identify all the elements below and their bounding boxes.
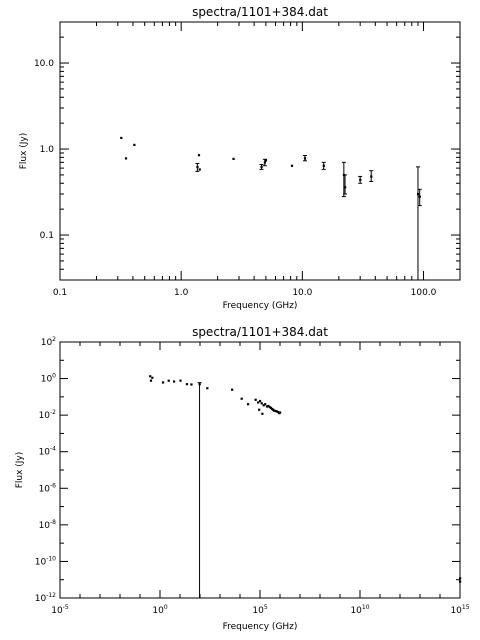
chart-panel-1: spectra/1101+384.dat Frequency (GHz) Flux …	[19, 5, 461, 311]
data-point	[459, 580, 462, 583]
data-point	[359, 178, 362, 181]
data-point	[260, 402, 263, 405]
data-point	[279, 411, 282, 414]
data-point	[149, 379, 153, 382]
y-axis-label: Flux (Jy)	[19, 133, 29, 170]
x-tick-label: 100	[152, 604, 167, 616]
data-point	[190, 383, 193, 386]
data-point	[133, 143, 136, 146]
data-point	[120, 136, 123, 140]
x-tick-label: 1015	[450, 604, 469, 616]
data-point	[260, 165, 263, 169]
y-tick-label: 10-4	[39, 446, 57, 458]
x-tick-label: 10.0	[292, 288, 312, 298]
x-tick-label: 1010	[350, 604, 369, 616]
x-tick-label: 0.1	[53, 288, 67, 298]
data-point	[303, 157, 307, 160]
data-point	[151, 376, 154, 379]
data-point	[172, 380, 176, 383]
data-point	[263, 161, 267, 164]
data-point	[322, 164, 325, 167]
chart-title: spectra/1101+384.dat	[192, 325, 328, 339]
data-point	[254, 398, 257, 401]
chart-panel-2: spectra/1101+384.dat Frequency (GHz) Flux …	[15, 325, 470, 632]
data-point	[257, 401, 260, 404]
data-point	[459, 577, 462, 580]
plot-frame	[59, 341, 461, 599]
data-point	[416, 193, 420, 196]
x-tick-label: 105	[252, 604, 267, 616]
data-point	[149, 375, 152, 378]
y-tick-label: 10.0	[34, 59, 54, 69]
y-tick-label: 102	[41, 336, 56, 348]
data-point	[198, 383, 201, 386]
data-point	[268, 405, 271, 409]
y-tick-label: 10-8	[39, 519, 57, 531]
data-point	[196, 165, 199, 169]
data-point	[179, 379, 182, 382]
data-point	[231, 388, 234, 391]
data-point	[197, 154, 201, 157]
data-point	[262, 404, 265, 407]
y-tick-label: 100	[41, 373, 56, 385]
data-point	[261, 412, 264, 415]
y-tick-label: 0.1	[40, 231, 54, 241]
y-tick-label: 10-6	[39, 482, 57, 494]
data-point	[167, 379, 170, 382]
data-point	[370, 175, 373, 178]
data-point	[274, 409, 277, 413]
data-point	[246, 403, 250, 406]
data-point	[277, 410, 280, 414]
y-tick-label: 10-2	[39, 409, 57, 421]
data-point	[259, 399, 262, 403]
x-tick-label: 100.0	[411, 288, 437, 298]
data-point	[124, 157, 128, 160]
data-point	[418, 195, 421, 198]
data-point	[240, 397, 243, 400]
chart-title: spectra/1101+384.dat	[192, 5, 328, 19]
data-point	[269, 406, 273, 410]
data-point	[161, 381, 165, 384]
y-tick-label: 10-10	[35, 555, 56, 567]
data-point	[198, 168, 201, 171]
y-tick-label: 1.0	[40, 145, 55, 155]
data-point	[232, 157, 235, 160]
data-point	[264, 403, 267, 406]
data-point	[264, 159, 268, 162]
plot-frame	[59, 21, 461, 281]
x-axis-label: Frequency (GHz)	[223, 622, 298, 632]
data-point	[267, 404, 270, 408]
data-point	[344, 186, 347, 189]
data-point	[265, 405, 269, 408]
data-point	[206, 387, 209, 390]
data-point	[275, 410, 279, 413]
y-axis-label: Flux (Jy)	[15, 452, 25, 489]
x-tick-label: 10-5	[51, 604, 69, 616]
data-point	[290, 164, 294, 167]
x-tick-label: 1.0	[174, 288, 189, 298]
data-point	[272, 409, 276, 412]
data-point	[185, 383, 189, 386]
data-point	[258, 408, 261, 411]
x-axis-label: Frequency (GHz)	[223, 301, 298, 311]
y-tick-label: 10-12	[35, 592, 56, 604]
